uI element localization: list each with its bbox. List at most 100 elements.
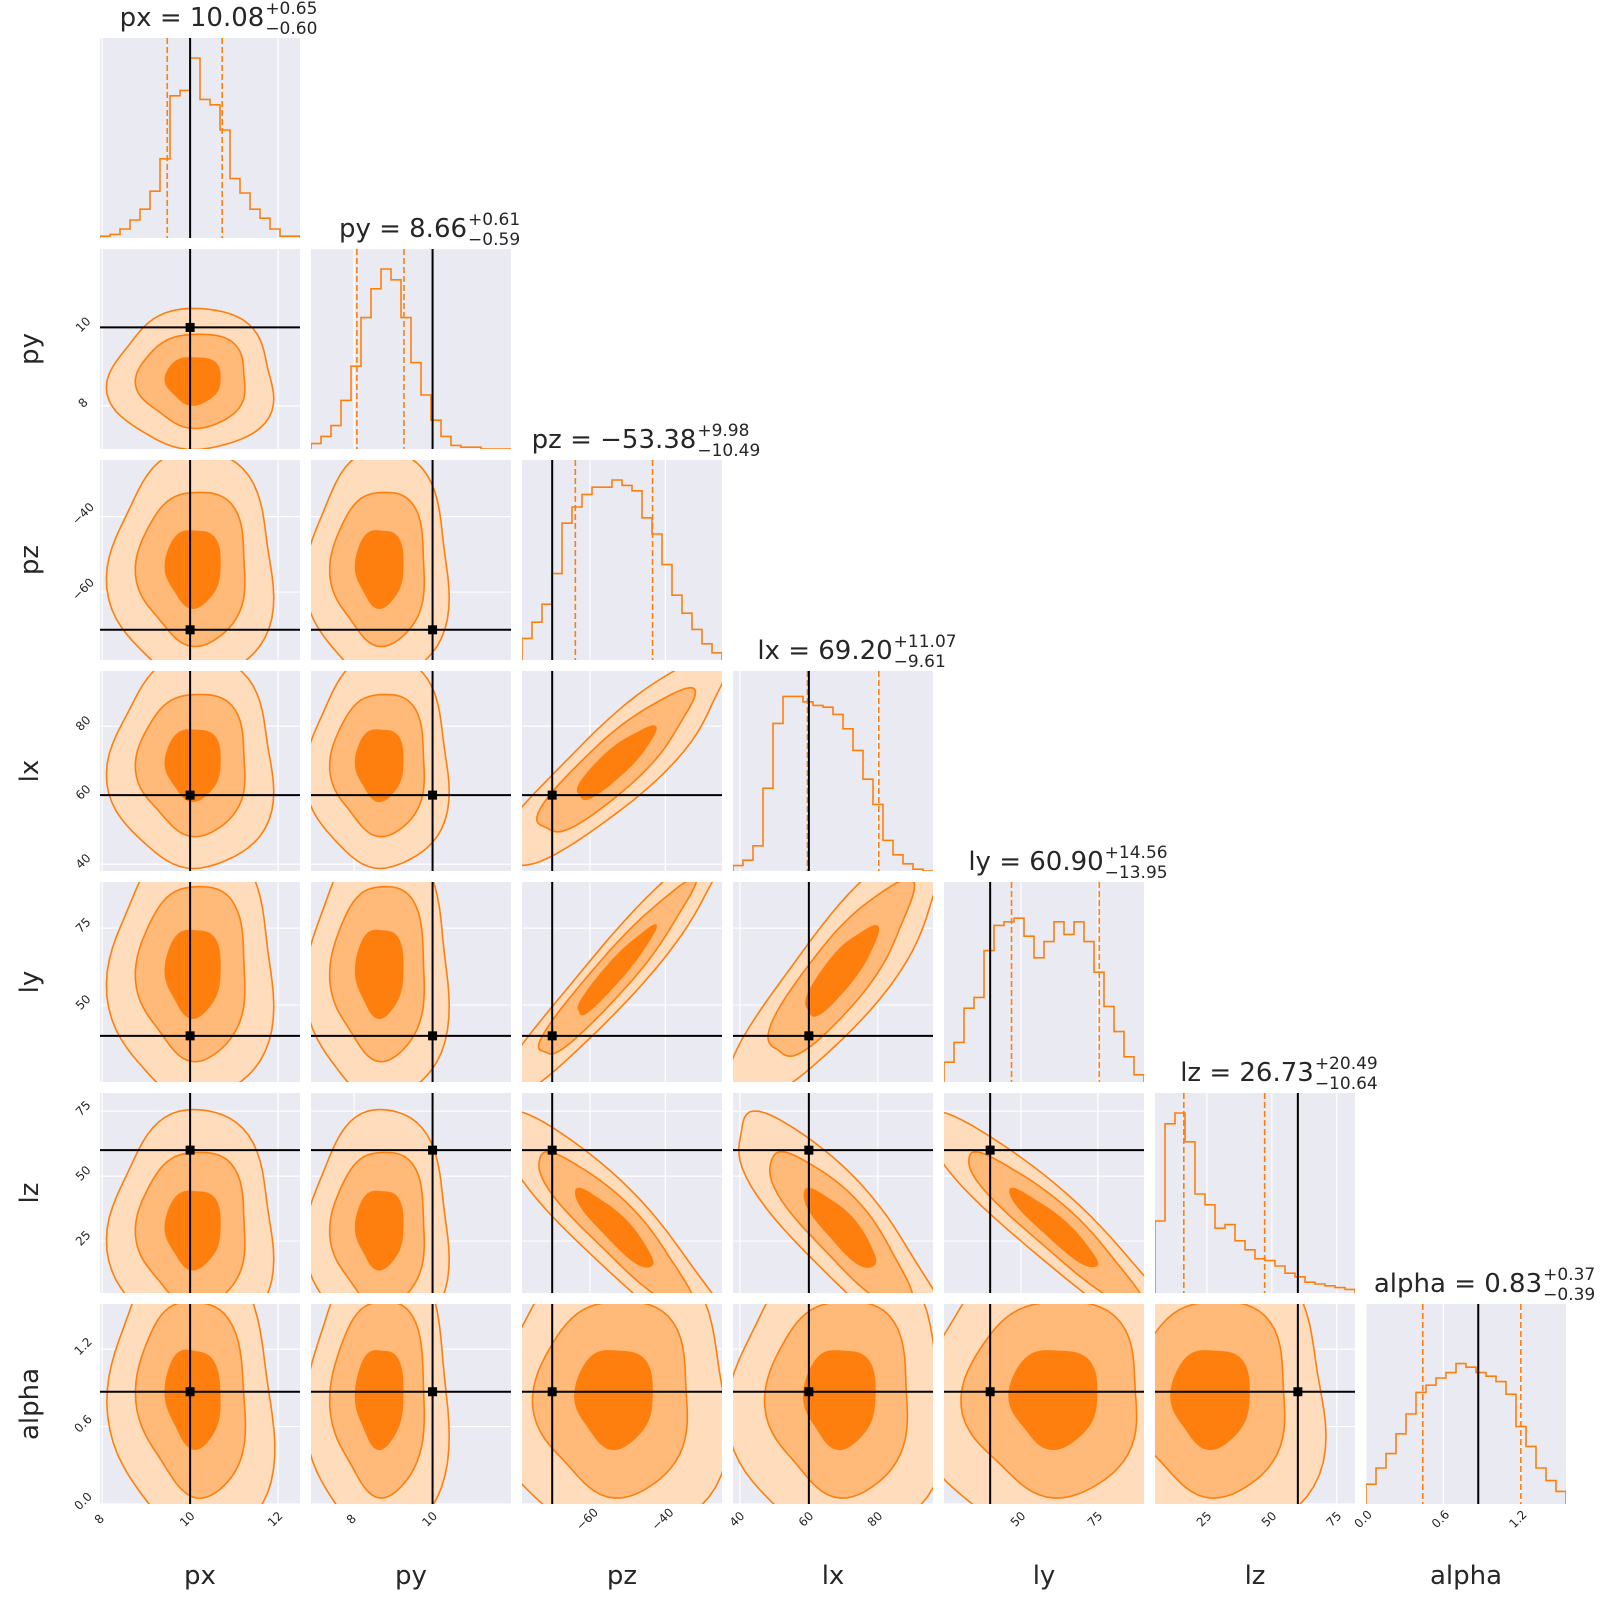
panel-lx-ly xyxy=(733,882,933,1082)
y-tick-label: 50 xyxy=(73,1163,94,1184)
y-tick-label: 75 xyxy=(73,915,94,936)
truth-marker xyxy=(185,790,195,800)
panel-title: lz = 26.73 xyxy=(1180,1058,1314,1088)
title-plus: +9.98 xyxy=(697,421,749,441)
histogram-step xyxy=(1366,1362,1566,1504)
contour-level-3 xyxy=(354,929,404,1020)
y-axis-label: ly xyxy=(15,971,45,994)
contour-level-3 xyxy=(1009,1187,1099,1268)
truth-marker xyxy=(428,1387,438,1397)
panel-pz-ly xyxy=(522,882,722,1082)
contour-level-3 xyxy=(164,1349,221,1451)
panel-px-px: px = 10.08 +0.65−0.60 xyxy=(100,0,317,238)
y-tick-label: 25 xyxy=(73,1228,94,1249)
y-tick-label: 80 xyxy=(73,713,94,734)
x-tick-label: 80 xyxy=(865,1509,886,1530)
y-tick-label: 50 xyxy=(73,992,94,1013)
x-tick-label: 12 xyxy=(265,1509,286,1530)
x-tick-label: 25 xyxy=(1194,1509,1215,1530)
truth-marker xyxy=(804,1387,814,1397)
contour-level-3 xyxy=(577,924,658,1016)
x-axis-label: pz xyxy=(607,1561,637,1591)
panel-ly-ly: ly = 60.90 +14.56−13.95 xyxy=(944,843,1168,1082)
truth-marker xyxy=(185,625,195,635)
x-tick-label: 50 xyxy=(1008,1509,1029,1530)
panel-title: alpha = 0.83 xyxy=(1374,1269,1542,1299)
contour-level-3 xyxy=(1008,1350,1098,1451)
panel-background xyxy=(944,882,1144,1082)
y-axis-label: alpha xyxy=(15,1368,45,1440)
panel-px-py: 8 10 py xyxy=(15,249,300,449)
panel-lz-lz: lz = 26.73 +20.49−10.64 xyxy=(1155,1054,1378,1293)
x-tick-label: −60 xyxy=(573,1505,601,1533)
contour-level-3 xyxy=(802,1350,876,1451)
contour-level-3 xyxy=(575,1187,654,1268)
panel-title: lx = 69.20 xyxy=(757,636,892,666)
contour-level-3 xyxy=(354,530,404,610)
contour-level-3 xyxy=(164,357,221,406)
x-tick-label: −40 xyxy=(649,1505,677,1533)
panel-lx-lz xyxy=(733,1093,933,1293)
x-tick-label: 8 xyxy=(344,1512,359,1527)
panel-px-pz: −60 −40 pz xyxy=(15,460,300,660)
x-tick-label: 8 xyxy=(92,1512,107,1527)
x-tick-label: 0.6 xyxy=(1429,1507,1452,1530)
truth-marker xyxy=(547,1145,557,1155)
panel-px-lz: 25 50 75 lz xyxy=(15,1093,300,1293)
title-minus: −0.39 xyxy=(1543,1285,1595,1305)
truth-marker xyxy=(547,1031,557,1041)
x-axis-label: py xyxy=(395,1561,427,1591)
panel-alpha-alpha: alpha = 0.83 +0.37−0.39 0.0 0.6 1.2 alpha xyxy=(1351,1265,1595,1591)
panel-title: pz = −53.38 xyxy=(532,425,697,455)
x-tick-label: 0.0 xyxy=(1351,1507,1374,1530)
truth-marker xyxy=(185,322,195,332)
truth-marker xyxy=(185,1387,195,1397)
y-tick-label: 8 xyxy=(76,395,91,410)
x-tick-label: 1.2 xyxy=(1506,1507,1529,1530)
title-minus: −0.59 xyxy=(468,230,520,250)
panel-py-py: py = 8.66 +0.61−0.59 xyxy=(311,210,520,449)
contour-level-3 xyxy=(164,1190,221,1271)
x-axis-label: alpha xyxy=(1430,1561,1502,1591)
contour-level-3 xyxy=(354,1350,404,1451)
panel-title: px = 10.08 xyxy=(120,3,265,33)
x-axis-label: lx xyxy=(822,1561,845,1591)
x-tick-label: 75 xyxy=(1085,1509,1106,1530)
histogram-step xyxy=(1155,1112,1355,1293)
y-tick-label: 10 xyxy=(73,314,94,335)
title-minus: −10.64 xyxy=(1315,1074,1378,1094)
truth-marker xyxy=(185,1145,195,1155)
truth-marker xyxy=(185,1031,195,1041)
y-tick-label: 1.2 xyxy=(71,1335,94,1358)
truth-marker xyxy=(428,1145,438,1155)
panel-pz-alpha: −60 −40 pz xyxy=(522,1304,722,1591)
contour-level-3 xyxy=(164,729,221,803)
contour-level-3 xyxy=(164,530,221,610)
y-tick-label: 75 xyxy=(73,1098,94,1119)
title-plus: +20.49 xyxy=(1315,1054,1378,1074)
x-tick-label: 40 xyxy=(727,1509,748,1530)
truth-marker xyxy=(985,1145,995,1155)
truth-marker xyxy=(985,1387,995,1397)
panel-pz-lz xyxy=(522,1093,722,1293)
panel-ly-alpha: 50 75 ly xyxy=(944,1304,1144,1591)
panel-pz-pz: pz = −53.38 +9.98−10.49 xyxy=(522,421,760,660)
panel-background xyxy=(1366,1304,1566,1504)
title-plus: +0.37 xyxy=(1543,1265,1595,1285)
panel-py-pz xyxy=(311,460,511,660)
panel-background xyxy=(1155,1093,1355,1293)
title-minus: −9.61 xyxy=(894,652,946,672)
panel-background xyxy=(522,460,722,660)
panel-py-alpha: 8 10 py xyxy=(311,1304,511,1591)
panel-lz-alpha: 25 50 75 lz xyxy=(1155,1304,1355,1591)
y-tick-label: 0.6 xyxy=(71,1412,94,1435)
title-plus: +0.65 xyxy=(265,0,317,19)
truth-marker xyxy=(547,790,557,800)
x-tick-label: 60 xyxy=(796,1509,817,1530)
x-axis-label: ly xyxy=(1033,1561,1056,1591)
y-tick-label: −60 xyxy=(69,575,97,603)
x-tick-label: 10 xyxy=(177,1509,198,1530)
x-tick-label: 75 xyxy=(1324,1509,1345,1530)
histogram-step xyxy=(944,917,1144,1082)
